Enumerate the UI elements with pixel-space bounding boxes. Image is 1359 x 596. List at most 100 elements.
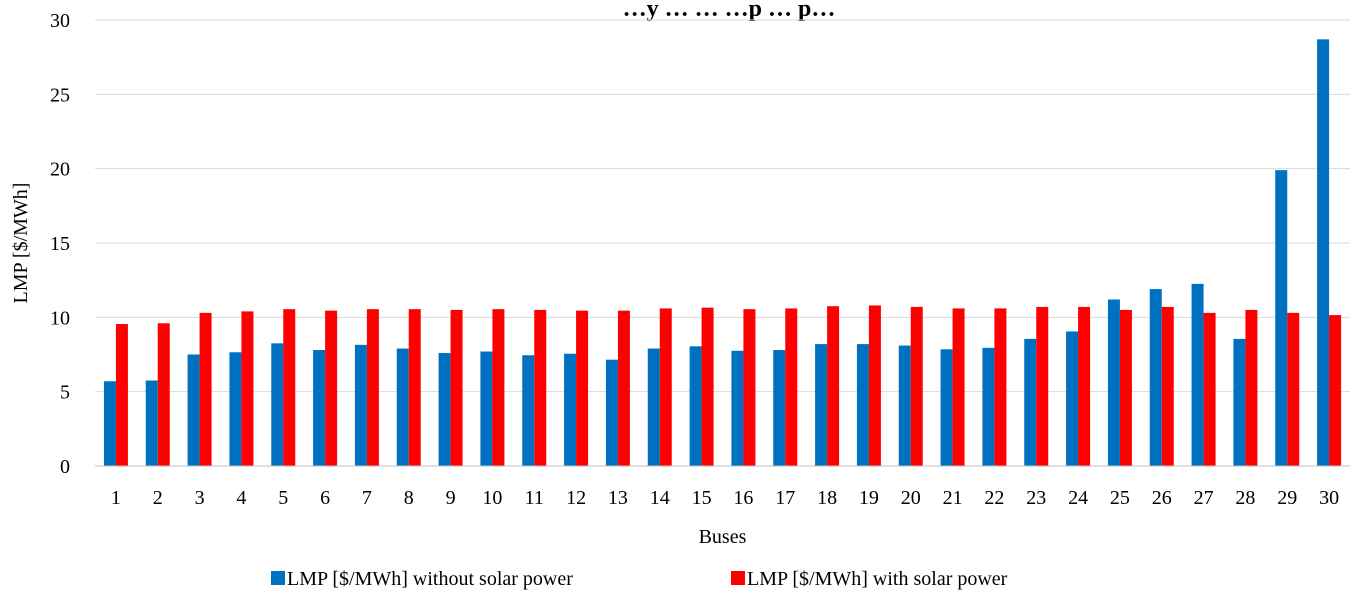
bar [1024,338,1037,466]
bar [701,307,714,466]
bar [940,349,953,466]
bar [743,309,756,466]
bar [283,309,296,466]
x-tick-label: 22 [984,487,1004,509]
bar [271,343,284,466]
x-tick-label: 17 [775,487,795,509]
x-tick-label: 18 [817,487,837,509]
bar [576,310,589,466]
bar [534,309,547,466]
x-tick-label: 21 [943,487,963,509]
x-tick-label: 23 [1026,487,1046,509]
x-tick-label: 27 [1194,487,1214,509]
bar [815,344,828,466]
x-tick-label: 3 [195,487,205,509]
x-tick-label: 6 [320,487,330,509]
legend-label: LMP [$/MWh] without solar power [287,568,573,590]
bar [1275,170,1288,467]
legend-swatch [731,571,745,585]
x-tick-label: 15 [692,487,712,509]
bar [354,344,367,466]
bar [605,359,618,466]
bar [1233,338,1246,466]
bar [313,350,326,466]
x-tick-label: 7 [362,487,372,509]
x-axis-ticks: 1 2 3 4 5 6 7 8 9 10 11 12 13 14 15 16 17 18 19 20 21 22 23 24 2… [111,487,1339,509]
bar [480,351,493,466]
x-tick-label: 25 [1110,487,1130,509]
bar [564,353,577,466]
bar [396,348,409,466]
bar [1119,309,1132,466]
bar [731,350,744,466]
legend-label: LMP [$/MWh] with solar power [747,568,1008,590]
bar [366,309,379,466]
bar [1203,312,1216,466]
bar [1329,315,1342,466]
bar [1317,39,1330,467]
x-tick-label: 29 [1277,487,1297,509]
bar [689,346,702,466]
bar [647,348,660,466]
legend: LMP [$/MWh] without solar power LMP [$/MW… [271,568,1008,590]
y-tick-label: 20 [50,159,70,181]
y-tick-label: 15 [50,233,70,255]
bar [103,381,116,466]
bar [868,305,881,466]
bar [145,380,158,466]
bar [450,309,463,466]
x-tick-label: 5 [278,487,288,509]
bar [115,324,128,466]
bar [1036,306,1049,466]
x-tick-label: 24 [1068,487,1088,509]
bar [1149,289,1162,466]
bar [910,306,923,466]
bar [659,308,672,466]
bar [952,308,965,466]
x-tick-label: 28 [1235,487,1255,509]
x-axis-title: Buses [699,526,747,548]
bar [229,352,242,466]
legend-swatch [271,571,285,585]
y-tick-label: 0 [60,456,70,478]
bars [103,39,1342,467]
x-tick-label: 8 [404,487,414,509]
x-tick-label: 4 [236,487,246,509]
x-tick-label: 26 [1152,487,1172,509]
bar [325,310,338,466]
y-tick-label: 30 [50,10,70,32]
bar [241,311,254,466]
x-tick-label: 19 [859,487,879,509]
x-tick-label: 10 [482,487,502,509]
y-tick-label: 5 [60,382,70,404]
series-1 [103,39,1330,467]
bar [1191,283,1204,466]
bar [785,308,798,466]
bar [187,354,200,466]
x-tick-label: 9 [446,487,456,509]
x-tick-label: 20 [901,487,921,509]
bar [1107,299,1120,466]
bar [856,344,869,466]
x-tick-label: 1 [111,487,121,509]
x-tick-label: 12 [566,487,586,509]
x-tick-label: 11 [525,487,544,509]
y-axis-title: LMP [$/MWh] [10,183,32,304]
bar [617,310,630,466]
bar [994,308,1007,466]
x-tick-label: 16 [733,487,753,509]
bar [408,309,421,466]
bar [827,306,840,466]
bar [1161,306,1174,466]
x-tick-label: 30 [1319,487,1339,509]
bar [1245,309,1258,466]
bar [1066,331,1079,466]
chart-title: …y … … …p … p… [623,0,836,22]
bar [898,345,911,466]
bar [157,323,170,466]
gridlines [95,19,1350,393]
bar [438,353,451,466]
x-tick-label: 14 [650,487,670,509]
